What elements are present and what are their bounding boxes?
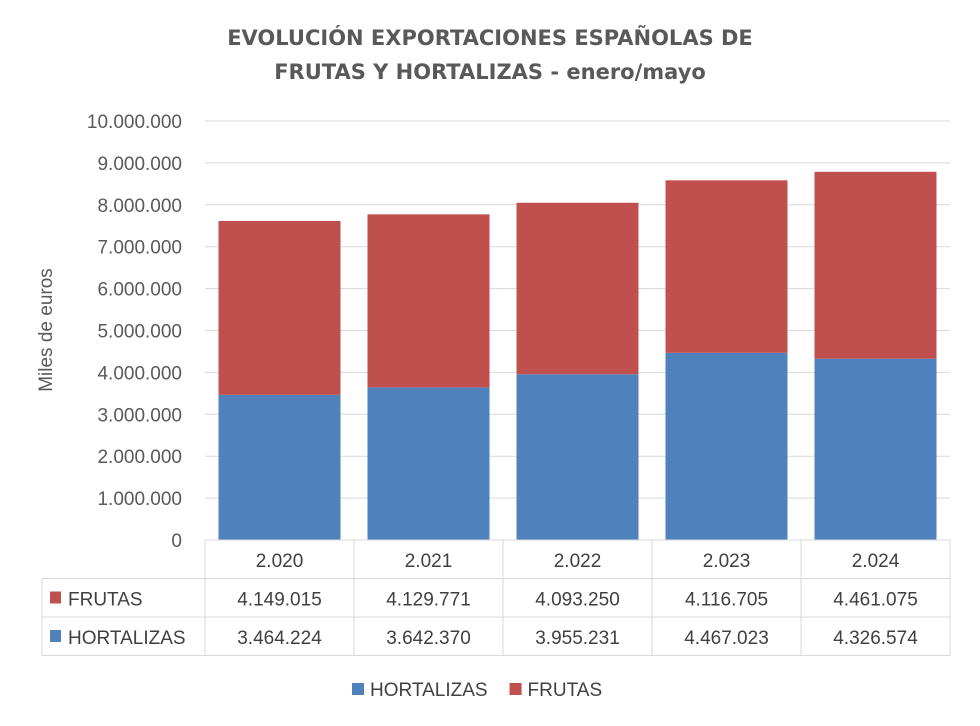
legend-key-frutas [50,591,61,604]
y-tick-label: 9.000.000 [97,154,182,175]
data-table-cell: 4.467.023 [684,628,769,649]
data-table-cell: 4.149.015 [237,590,322,611]
x-tick-label: 2.020 [256,551,304,572]
x-tick-label: 2.023 [703,551,751,572]
legend-label: FRUTAS [528,680,603,701]
y-tick-label: 1.000.000 [97,489,182,510]
y-tick-label: 2.000.000 [97,447,182,468]
bar-hortalizas [367,387,490,540]
x-tick-label: 2.022 [554,551,602,572]
table-row-label: HORTALIZAS [68,628,186,649]
y-tick-label: 4.000.000 [97,363,182,384]
y-tick-label: 5.000.000 [97,322,182,343]
legend-label: HORTALIZAS [370,680,488,701]
y-axis-label: Miles de euros [36,268,57,392]
bar-frutas [367,214,490,388]
bar-hortalizas [665,352,788,540]
bar-hortalizas [814,358,937,540]
y-tick-label: 6.000.000 [97,280,182,301]
table-row-label: FRUTAS [68,590,143,611]
legend-key-hortalizas [50,630,61,642]
x-tick-label: 2.024 [852,551,900,572]
bar-frutas [218,221,341,395]
data-table-cell: 4.129.771 [386,590,471,611]
bar-frutas [665,180,788,353]
data-table-cell: 3.955.231 [535,628,620,649]
bar-hortalizas [218,394,341,540]
x-tick-label: 2.021 [405,551,453,572]
data-table-cell: 3.642.370 [386,628,471,649]
data-table-cell: 4.093.250 [535,590,620,611]
data-table-cell: 4.116.705 [685,590,768,611]
chart-title-line: EVOLUCIÓN EXPORTACIONES ESPAÑOLAS DE [227,25,753,50]
y-tick-label: 0 [171,531,182,552]
data-table-cell: 4.326.574 [833,628,918,649]
bar-frutas [516,202,639,375]
y-tick-label: 3.000.000 [97,405,182,426]
bar-frutas [814,171,937,359]
y-tick-label: 10.000.000 [87,112,182,133]
y-tick-label: 7.000.000 [97,238,182,259]
bar-hortalizas [516,374,639,540]
data-table-cell: 4.461.075 [833,590,918,611]
chart-title-line: FRUTAS Y HORTALIZAS - enero/mayo [274,60,706,84]
data-table-cell: 3.464.224 [237,628,322,649]
legend-swatch [509,683,522,695]
legend-swatch [352,683,364,695]
y-tick-label: 8.000.000 [97,196,182,217]
